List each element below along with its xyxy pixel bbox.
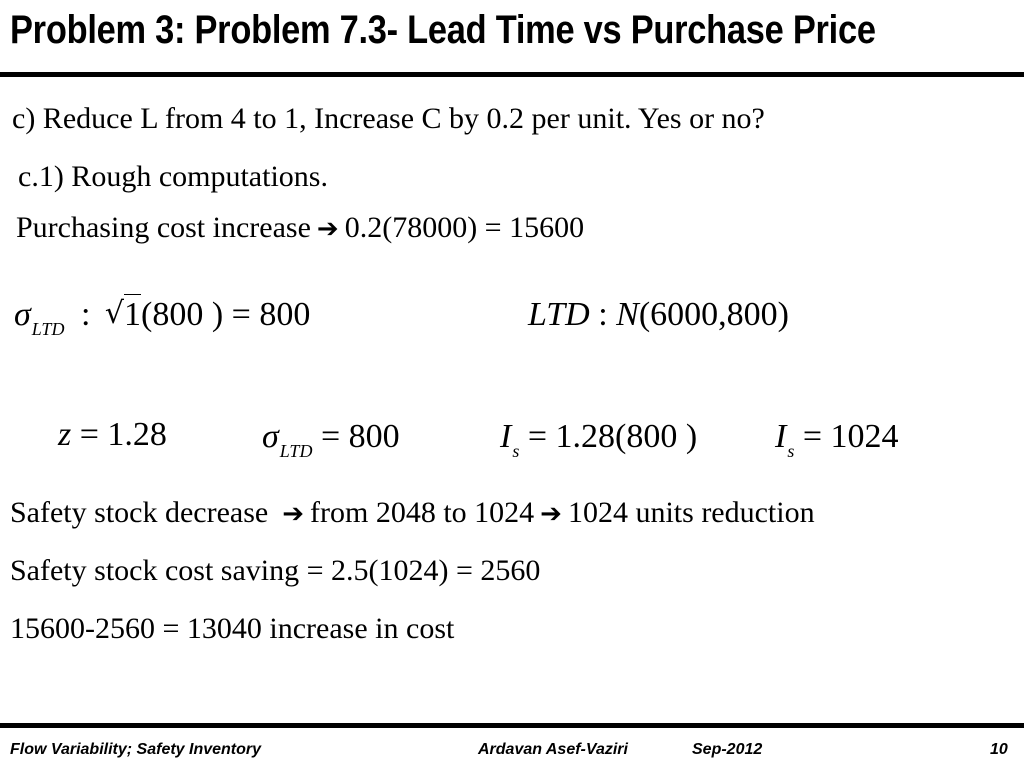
safety-decrease-range: from 2048 to 1024 (310, 496, 535, 529)
purchasing-value: 0.2(78000) = 15600 (344, 211, 585, 244)
right-arrow-icon: ➔ (316, 214, 339, 244)
colon: : (80, 296, 91, 333)
is-subscript: s (512, 441, 520, 461)
net-cost-line: 15600-2560 = 13040 increase in cost (10, 612, 455, 645)
is-var: I (500, 418, 512, 455)
is-subscript: s (787, 441, 795, 461)
sigma-rest: (800 ) = 800 (141, 296, 311, 333)
is-equation: Is = 1.28(800 ) (500, 418, 698, 461)
purchasing-label: Purchasing cost increase (16, 211, 311, 244)
colon: : (598, 296, 608, 333)
is-var: I (775, 418, 787, 455)
safety-decrease-result: 1024 units reduction (567, 496, 815, 529)
right-arrow-icon: ➔ (282, 499, 305, 529)
is-result: Is = 1024 (775, 418, 899, 461)
footer-date: Sep-2012 (692, 741, 763, 758)
title-divider (0, 72, 1024, 77)
ltd-distribution: LTD : N(6000,800) (528, 298, 789, 332)
is-result-value: = 1024 (802, 418, 899, 455)
z-var: z (58, 416, 72, 453)
dist-params: (6000,800) (638, 296, 789, 333)
sigma-subscript: LTD (31, 319, 65, 339)
sigma-subscript: LTD (279, 441, 313, 461)
purchasing-cost-line: Purchasing cost increase ➔ 0.2(78000) = 15… (16, 213, 584, 243)
footer-course: Flow Variability; Safety Inventory (10, 741, 262, 758)
subheading-text: c.1) Rough computations. (18, 160, 328, 193)
footer-author: Ardavan Asef-Vaziri (478, 741, 628, 758)
radicand: 1 (124, 294, 142, 333)
footer-divider (0, 723, 1024, 728)
ltd-label: LTD (528, 296, 590, 333)
page-number: 10 (990, 741, 1008, 758)
safety-stock-saving: Safety stock cost saving = 2.5(1024) = 2… (10, 554, 541, 587)
right-arrow-icon: ➔ (540, 499, 562, 529)
square-root-icon: √1 (104, 294, 142, 333)
sigma-symbol: σ (14, 296, 31, 333)
z-equation: z = 1.28 (58, 418, 167, 452)
is-value: = 1.28(800 ) (527, 418, 698, 455)
sigma-ltd-equation: σLTD : √1(800 ) = 800 (14, 294, 311, 339)
z-value: = 1.28 (79, 416, 167, 453)
sigma-ltd-value: σLTD = 800 (262, 418, 400, 461)
safety-decrease-label: Safety stock decrease (10, 496, 269, 529)
slide-title: Problem 3: Problem 7.3- Lead Time vs Pur… (10, 8, 876, 52)
sigma-value: = 800 (320, 418, 400, 455)
normal-dist-symbol: N (616, 296, 639, 333)
safety-stock-decrease-line: Safety stock decrease ➔ from 2048 to 1024 ➔… (10, 498, 815, 528)
sigma-symbol: σ (262, 418, 279, 455)
question-text: c) Reduce L from 4 to 1, Increase C by 0… (12, 102, 765, 135)
